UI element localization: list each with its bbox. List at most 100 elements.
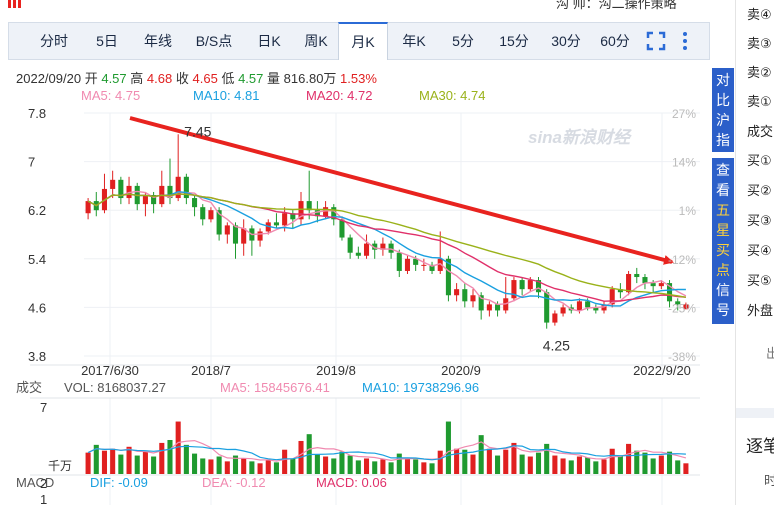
candle-body	[617, 289, 623, 293]
tab-30min[interactable]: 30分	[551, 33, 581, 49]
volume-bar	[200, 458, 206, 474]
candle-body	[290, 213, 296, 220]
candle-body	[347, 237, 353, 253]
candle-body	[314, 210, 320, 217]
tab-weekly-k[interactable]: 周K	[304, 33, 328, 49]
vertical-dots-icon[interactable]	[681, 31, 689, 51]
candle-body	[257, 231, 263, 241]
candle-body	[511, 280, 517, 299]
quote-info-line: 2022/09/20 开 4.57 高 4.68 收 4.65 低 4.57 量…	[16, 68, 377, 87]
volume-bar	[224, 461, 230, 474]
macd-section-label: MACD	[16, 475, 54, 490]
outer-volume-label: 外盘	[747, 303, 774, 318]
bid-4-label: 买④	[747, 243, 772, 258]
tab-5min[interactable]: 5分	[452, 33, 474, 49]
candle-body	[560, 307, 566, 314]
signal-char-4: 星	[716, 222, 730, 238]
pct-tick-label: 14%	[672, 156, 696, 170]
candle-body	[544, 292, 550, 323]
signal-char-6: 点	[716, 262, 730, 278]
pct-tick-label: -25%	[668, 301, 696, 315]
candle-body	[273, 222, 279, 226]
volume-ma5-line	[87, 439, 687, 462]
tab-daily-k[interactable]: 日K	[257, 33, 281, 49]
top-note[interactable]: 沟 帅：沟二操作策略	[556, 0, 677, 11]
volume-bar	[323, 456, 329, 474]
y-tick-label: 5.4	[28, 252, 46, 267]
volume-bar	[413, 459, 419, 474]
candle-body	[585, 301, 591, 308]
macd-value-legend: MACD: 0.06	[316, 475, 387, 490]
tab-intraday[interactable]: 分时	[40, 33, 68, 49]
ask-1-label: 卖①	[747, 94, 772, 109]
candle-body	[413, 258, 419, 265]
candle-body	[167, 185, 173, 199]
volume-bar	[192, 453, 198, 474]
tab-yearline[interactable]: 年线	[144, 33, 172, 49]
candle-body	[175, 176, 181, 199]
volume-bar	[519, 454, 525, 474]
candle-body	[363, 243, 370, 256]
y-tick-label: 7.8	[28, 106, 46, 121]
y-tick-label: 3.8	[28, 349, 46, 364]
ask-4-label: 卖④	[747, 7, 772, 22]
volume-bar	[486, 448, 492, 474]
volume-bar	[503, 449, 509, 474]
volume-bar	[151, 456, 157, 474]
tab-60min[interactable]: 60分	[600, 33, 630, 49]
tab-bs-points[interactable]: B/S点	[195, 33, 233, 49]
low-label: 低	[221, 71, 235, 86]
macd-dea-legend: DEA: -0.12	[202, 475, 266, 490]
compare-char-4: 指	[716, 132, 730, 148]
volume-ma5-legend: MA5: 15845676.41	[220, 380, 330, 395]
close-value: 4.65	[192, 71, 218, 86]
compare-char-1: 对	[716, 72, 730, 88]
volume-bar	[478, 435, 484, 474]
volume-bar	[380, 459, 386, 474]
logo-icon	[8, 0, 21, 8]
candle-body	[306, 201, 312, 211]
tab-5day[interactable]: 5日	[96, 33, 118, 49]
volume-bar	[257, 463, 263, 474]
close-label: 收	[175, 71, 189, 86]
candle-body	[282, 213, 288, 226]
change-percent: 1.53%	[340, 71, 377, 86]
candle-body	[666, 283, 673, 302]
tab-yearly-k[interactable]: 年K	[402, 33, 426, 49]
volume-bar	[511, 442, 517, 474]
candle-body	[200, 207, 206, 220]
bid-3-label: 买③	[747, 213, 772, 228]
volume-bar	[634, 450, 640, 474]
candle-body	[151, 195, 157, 205]
ma20-legend: MA20: 4.72	[306, 88, 373, 103]
signal-char-1: 查	[716, 162, 730, 178]
volume-bar	[273, 462, 279, 474]
candle-body	[454, 289, 460, 296]
expand-corners-icon[interactable]	[646, 31, 666, 51]
signal-char-2: 看	[716, 182, 730, 198]
candle-body	[216, 210, 222, 235]
bid-5-label: 买⑤	[747, 273, 772, 288]
tab-monthly-k[interactable]: 月K	[338, 22, 388, 60]
tab-15min[interactable]: 15分	[499, 33, 529, 49]
volume-bar	[421, 462, 427, 474]
macd-axis-bottom: 1	[40, 492, 47, 505]
candle-body	[650, 283, 656, 287]
candle-body	[208, 210, 214, 220]
candle-body	[241, 228, 247, 244]
volume-bar	[126, 446, 132, 474]
volume-bar	[388, 462, 394, 474]
order-book-panel: 卖④ 卖③ 卖② 卖① 成交 买① 买② 买③ 买④ 买⑤ 外盘 出 逐笔 时	[735, 0, 774, 505]
compare-index-button[interactable]: 对 比 沪 指	[712, 68, 734, 152]
volume-bar	[437, 450, 443, 474]
candle-body	[85, 201, 91, 214]
five-star-signal-button[interactable]: 查 看 五 星 买 点 信 号	[712, 158, 734, 324]
candle-body	[380, 243, 386, 250]
candle-body	[552, 313, 558, 323]
extra-label: 出	[766, 346, 774, 361]
tick-by-tick-title[interactable]: 逐笔	[746, 437, 774, 456]
volume-bar	[249, 461, 255, 474]
signal-char-7: 信	[716, 282, 730, 298]
volume-bar	[339, 451, 345, 474]
candle-body	[437, 258, 443, 271]
